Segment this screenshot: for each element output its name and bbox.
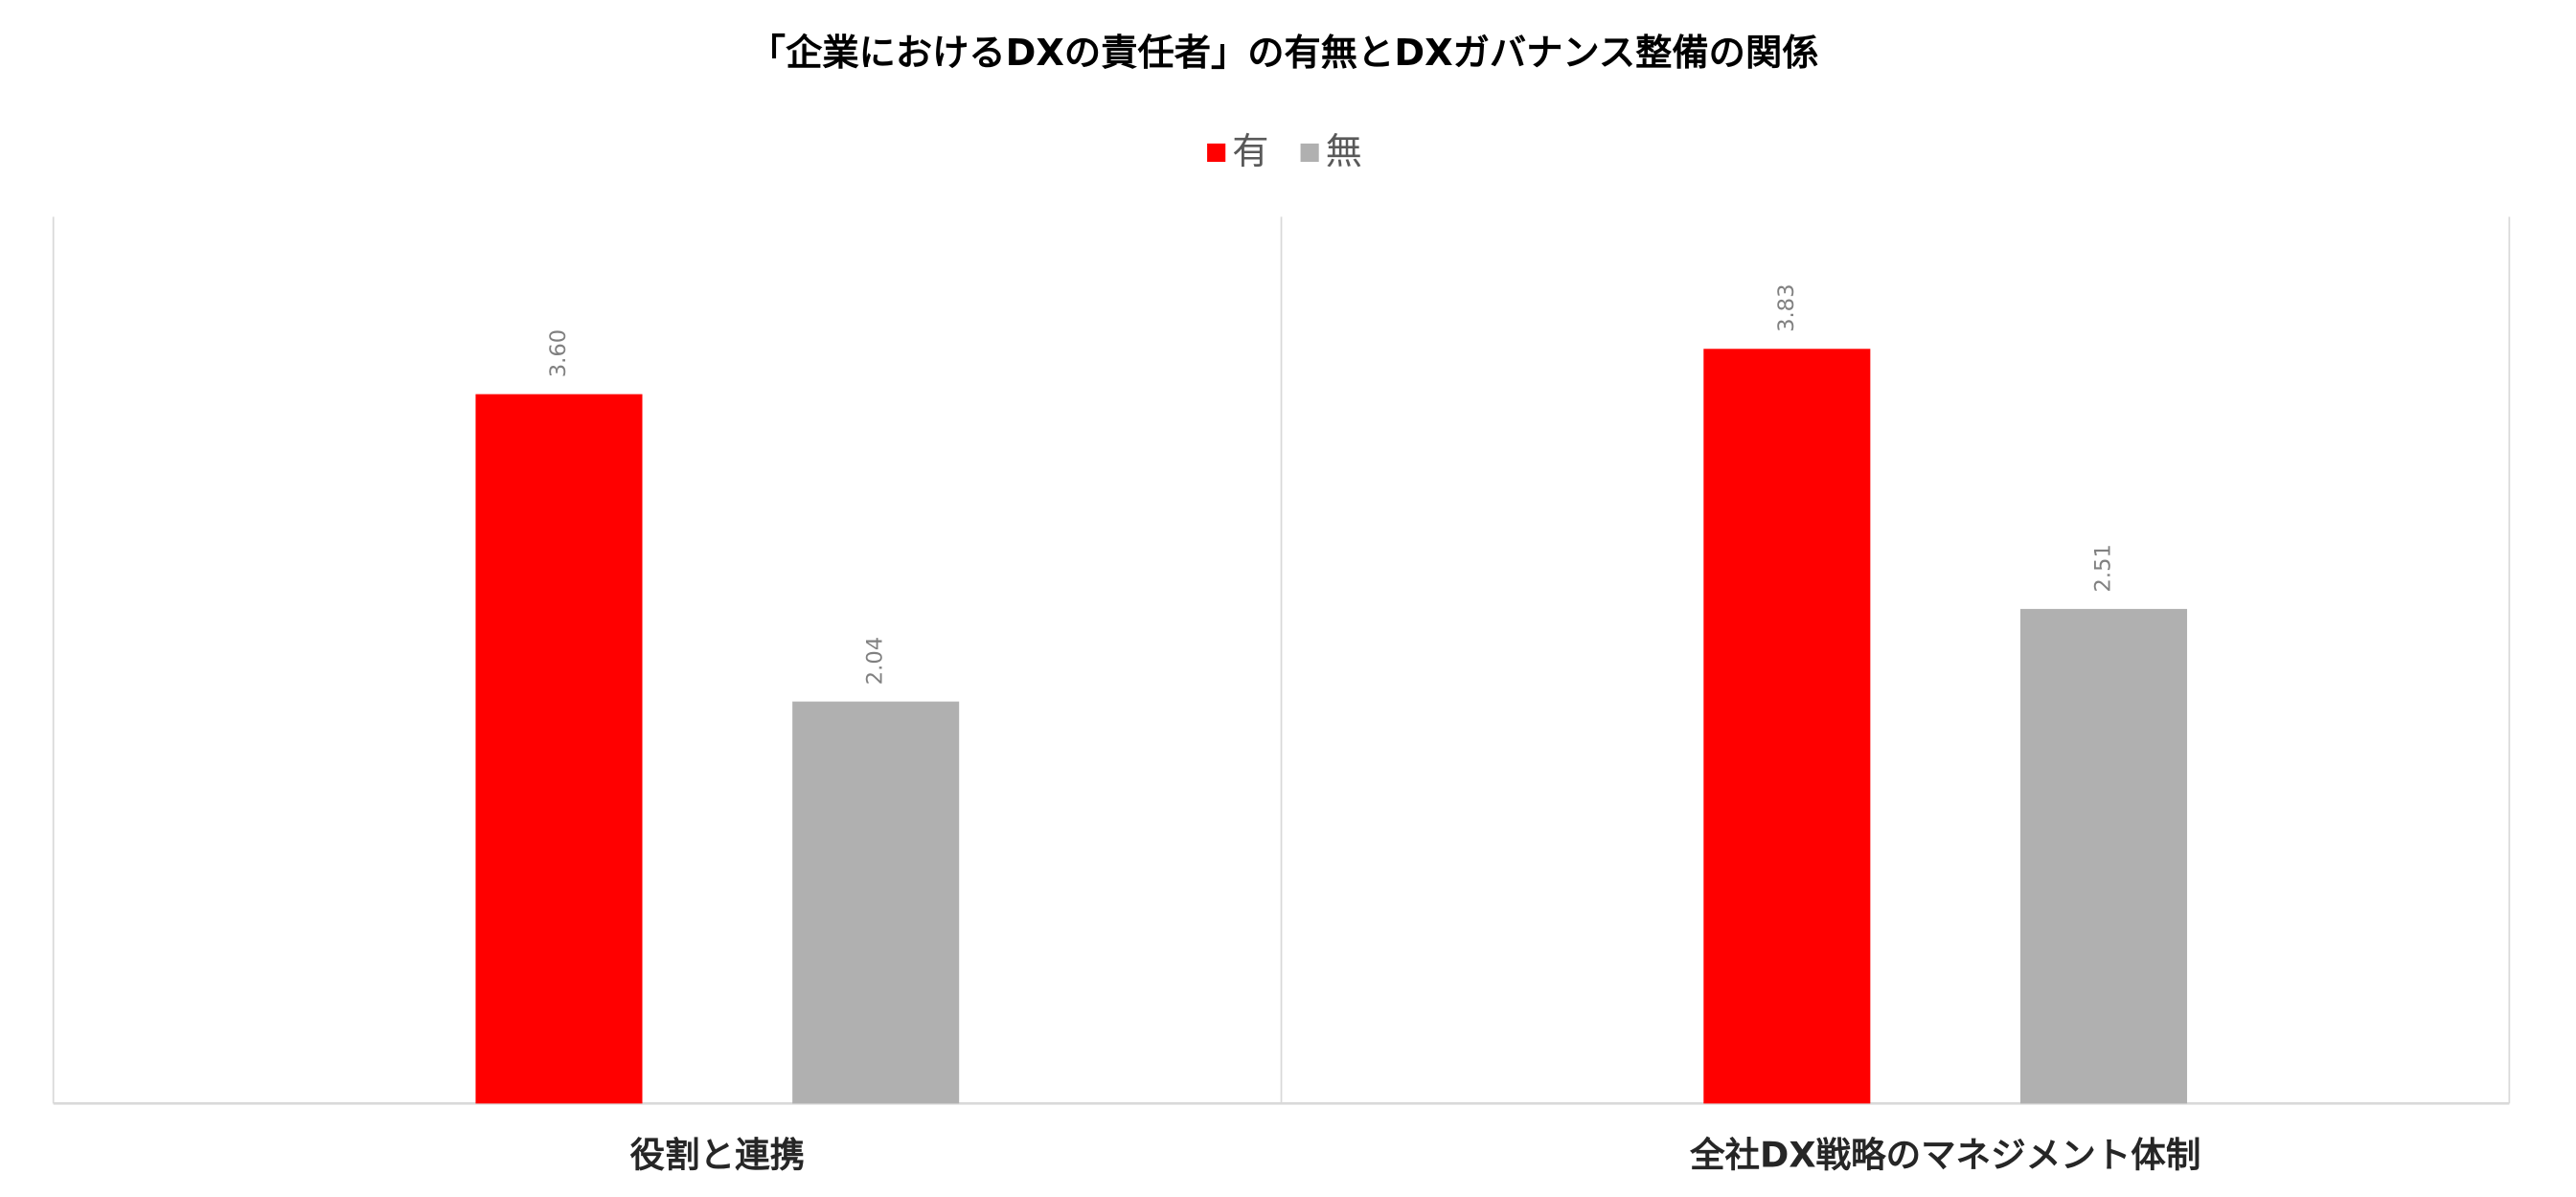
x-tick-label: 全社DX戦略のマネジメント体制 [1689, 1135, 2200, 1176]
value-label: 3.83 [1774, 284, 1799, 332]
value-label: 2.51 [2091, 544, 2116, 592]
legend-marker [1300, 143, 1319, 163]
bar [1703, 349, 1871, 1104]
x-tick-label: 役割と連携 [630, 1135, 806, 1176]
value-label: 3.60 [546, 329, 571, 377]
legend-label: 無 [1326, 130, 1362, 173]
bar [2019, 608, 2188, 1104]
chart-title: 「企業におけるDXの責任者」の有無とDXガバナンス整備の関係 [749, 32, 1819, 75]
legend: 有無 [1207, 130, 1362, 173]
value-label: 2.04 [863, 637, 888, 685]
legend-marker [1207, 143, 1226, 163]
bar [792, 701, 960, 1104]
bar [475, 394, 643, 1104]
legend-label: 有 [1232, 130, 1268, 173]
